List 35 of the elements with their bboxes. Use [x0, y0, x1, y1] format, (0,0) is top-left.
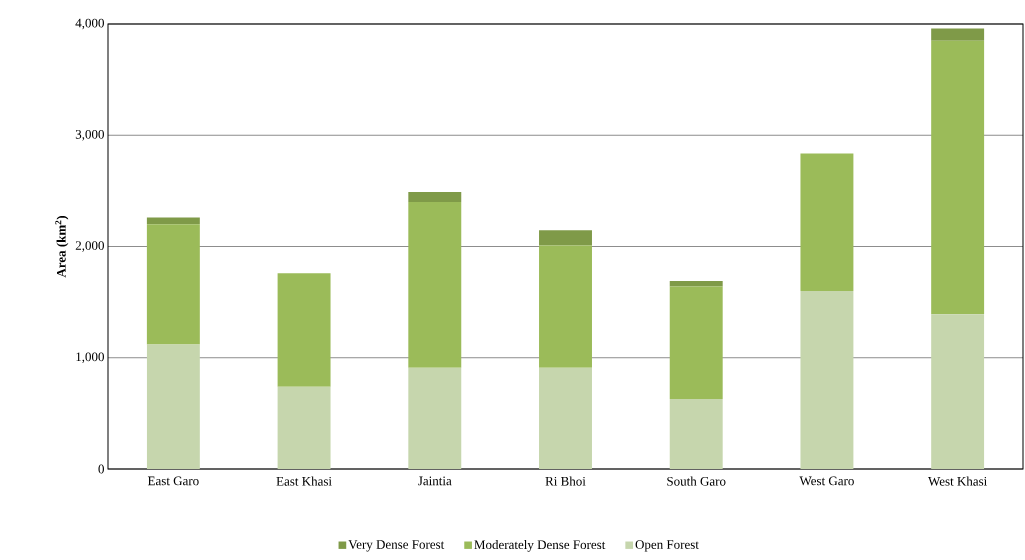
legend-label: Very Dense Forest [348, 540, 445, 552]
legend-label: Moderately Dense Forest [474, 539, 606, 552]
bar [146, 344, 200, 469]
y-tick-label: 4,000 [75, 18, 104, 30]
y-tick-label: 1,000 [76, 352, 104, 364]
bar [539, 367, 592, 469]
bar [146, 217, 200, 225]
bar [539, 245, 592, 368]
bar [669, 286, 723, 399]
x-tick-label: Ri Bhoi [545, 476, 586, 486]
x-tick-label: West Khasi [928, 476, 988, 486]
x-tick-label: East Khasi [276, 476, 332, 486]
x-tick-label: Jaintia [418, 476, 452, 486]
bar [931, 40, 985, 315]
bar [800, 153, 854, 291]
bar [669, 280, 723, 287]
legend-label: Open Forest [635, 540, 699, 552]
bar [277, 386, 331, 469]
y-axis-title: Area (km$^{2}$) [55, 215, 69, 278]
bar [800, 291, 854, 469]
bar [539, 230, 592, 246]
x-tick-label: East Garo [147, 476, 199, 486]
bar [931, 28, 985, 41]
bar [408, 367, 462, 469]
y-tick-label: 2,000 [75, 241, 104, 252]
x-tick-label: South Garo [667, 476, 726, 486]
x-tick-label: West Garo [799, 476, 854, 486]
bar [931, 314, 985, 469]
bar [277, 273, 331, 387]
y-tick-label: 3,000 [75, 129, 104, 141]
bar [408, 191, 462, 202]
bar [669, 398, 723, 469]
bar [408, 202, 462, 368]
bar [146, 224, 200, 345]
y-tick-label: 0 [98, 464, 104, 474]
